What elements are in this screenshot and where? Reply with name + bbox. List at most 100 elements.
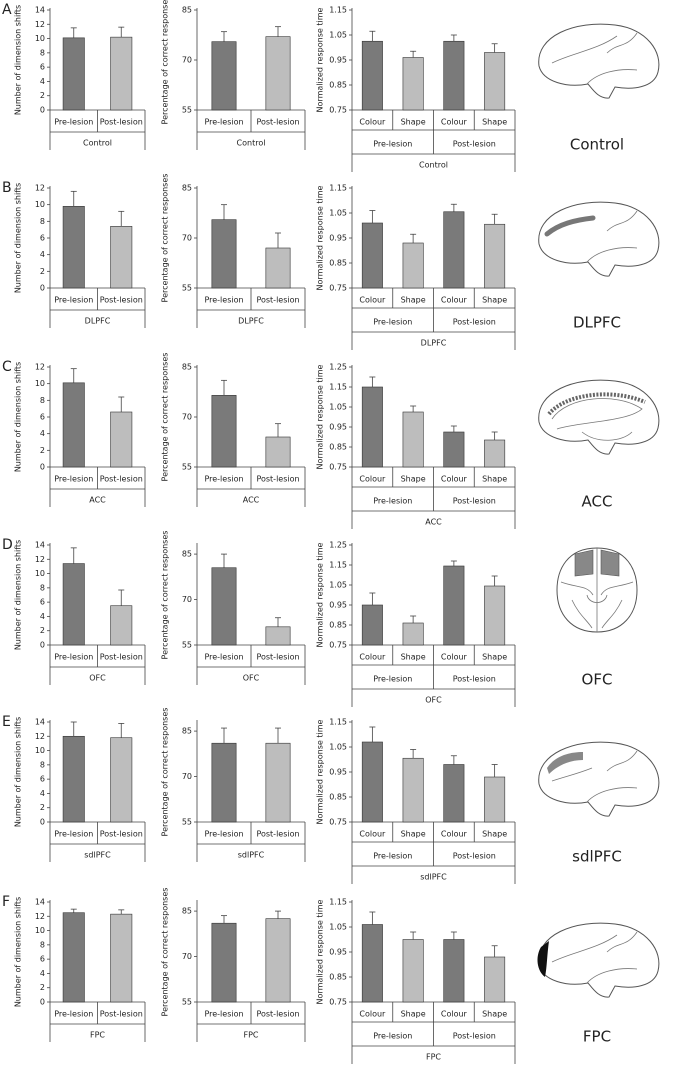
region-label: OFC bbox=[582, 671, 613, 689]
y-tick-label: 0.85 bbox=[329, 621, 347, 630]
y-axis-label: Percentage of correct responses bbox=[161, 0, 170, 124]
y-tick-label: 12 bbox=[35, 912, 45, 921]
bar bbox=[265, 626, 291, 646]
y-tick-label: 85 bbox=[182, 907, 192, 916]
x-tick-label: Shape bbox=[482, 1010, 507, 1019]
y-tick-label: 0 bbox=[40, 641, 45, 650]
x-tick-label: Colour bbox=[359, 830, 386, 839]
y-tick-label: 0 bbox=[40, 284, 45, 293]
x-tick-label: Pre-lesion bbox=[204, 830, 243, 839]
x-tick-label: Post-lesion bbox=[100, 1010, 143, 1019]
bar bbox=[361, 741, 383, 823]
x-axis-label: OFC bbox=[243, 674, 260, 683]
y-tick-label: 0.95 bbox=[329, 948, 347, 957]
y-axis-label: Normalized response time bbox=[316, 719, 325, 824]
group-label: Pre-lesion bbox=[373, 852, 412, 861]
bar bbox=[62, 735, 85, 823]
x-tick-label: Shape bbox=[401, 830, 426, 839]
y-tick-label: 8 bbox=[40, 760, 45, 769]
y-tick-label: 0.75 bbox=[329, 463, 347, 472]
x-tick-label: Post-lesion bbox=[100, 118, 143, 127]
y-tick-label: 12 bbox=[35, 732, 45, 741]
y-axis-label: Percentage of correct responses bbox=[161, 531, 170, 660]
y-tick-label: 1.05 bbox=[329, 31, 347, 40]
region-label: ACC bbox=[582, 493, 613, 511]
x-tick-label: Colour bbox=[359, 475, 386, 484]
x-tick-label: Post-lesion bbox=[100, 475, 143, 484]
y-axis-label: Number of dimension shifts bbox=[14, 540, 23, 650]
y-tick-label: 0.75 bbox=[329, 998, 347, 1007]
x-axis-label: OFC bbox=[425, 696, 442, 705]
x-tick-label: Colour bbox=[441, 475, 468, 484]
brain-icon bbox=[538, 201, 660, 277]
group-label: Pre-lesion bbox=[373, 140, 412, 149]
y-tick-label: 6 bbox=[40, 775, 45, 784]
y-axis-label: Normalized response time bbox=[316, 899, 325, 1004]
y-tick-label: 10 bbox=[35, 379, 45, 388]
x-tick-label: Shape bbox=[482, 118, 507, 127]
bar bbox=[361, 924, 383, 1003]
bar bbox=[211, 567, 237, 646]
brain-icon bbox=[538, 23, 660, 99]
x-tick-label: Colour bbox=[441, 653, 468, 662]
x-axis-label: Control bbox=[83, 139, 112, 148]
y-tick-label: 1.15 bbox=[329, 383, 347, 392]
bar bbox=[211, 41, 237, 111]
y-tick-label: 55 bbox=[182, 284, 192, 293]
x-tick-label: Pre-lesion bbox=[204, 1010, 243, 1019]
x-tick-label: Pre-lesion bbox=[54, 118, 93, 127]
bar bbox=[110, 913, 133, 1003]
x-tick-label: Colour bbox=[441, 118, 468, 127]
y-tick-label: 0.85 bbox=[329, 793, 347, 802]
y-axis-label: Normalized response time bbox=[316, 185, 325, 290]
x-axis-label: sdlPFC bbox=[238, 851, 265, 860]
y-tick-label: 0.85 bbox=[329, 81, 347, 90]
x-tick-label: Shape bbox=[401, 296, 426, 305]
group-label: Post-lesion bbox=[453, 675, 496, 684]
x-tick-label: Pre-lesion bbox=[204, 475, 243, 484]
bar bbox=[484, 223, 506, 289]
y-tick-label: 6 bbox=[40, 234, 45, 243]
y-tick-label: 85 bbox=[182, 184, 192, 193]
x-tick-label: Pre-lesion bbox=[54, 1010, 93, 1019]
x-tick-label: Post-lesion bbox=[100, 296, 143, 305]
y-tick-label: 0.85 bbox=[329, 259, 347, 268]
y-tick-label: 1.05 bbox=[329, 923, 347, 932]
y-tick-label: 4 bbox=[40, 612, 45, 621]
region-label: Control bbox=[570, 136, 624, 154]
y-tick-label: 12 bbox=[35, 20, 45, 29]
y-tick-label: 0 bbox=[40, 106, 45, 115]
y-tick-label: 85 bbox=[182, 727, 192, 736]
y-tick-label: 0.85 bbox=[329, 443, 347, 452]
bar bbox=[443, 939, 465, 1003]
y-tick-label: 1.15 bbox=[329, 184, 347, 193]
x-axis-label: ACC bbox=[425, 518, 442, 527]
y-tick-label: 0.95 bbox=[329, 768, 347, 777]
y-tick-label: 2 bbox=[40, 91, 45, 100]
group-label: Post-lesion bbox=[453, 140, 496, 149]
bar bbox=[484, 776, 506, 823]
group-label: Pre-lesion bbox=[373, 497, 412, 506]
y-tick-label: 12 bbox=[35, 184, 45, 193]
y-tick-label: 8 bbox=[40, 48, 45, 57]
y-tick-label: 1.05 bbox=[329, 403, 347, 412]
y-tick-label: 6 bbox=[40, 63, 45, 72]
bar bbox=[443, 565, 465, 646]
y-tick-label: 70 bbox=[182, 595, 192, 604]
bar bbox=[110, 226, 133, 289]
x-tick-label: Shape bbox=[401, 1010, 426, 1019]
y-tick-label: 10 bbox=[35, 569, 45, 578]
y-tick-label: 2 bbox=[40, 267, 45, 276]
y-axis-label: Number of dimension shifts bbox=[14, 717, 23, 827]
y-tick-label: 85 bbox=[182, 550, 192, 559]
x-tick-label: Colour bbox=[441, 830, 468, 839]
x-axis-label: DLPFC bbox=[238, 317, 264, 326]
x-tick-label: Colour bbox=[441, 296, 468, 305]
brain-icon bbox=[537, 922, 660, 998]
x-tick-label: Post-lesion bbox=[256, 118, 299, 127]
brain-icon bbox=[538, 741, 660, 817]
y-tick-label: 1.15 bbox=[329, 561, 347, 570]
y-tick-label: 4 bbox=[40, 429, 45, 438]
x-tick-label: Pre-lesion bbox=[54, 830, 93, 839]
bar bbox=[443, 40, 465, 111]
